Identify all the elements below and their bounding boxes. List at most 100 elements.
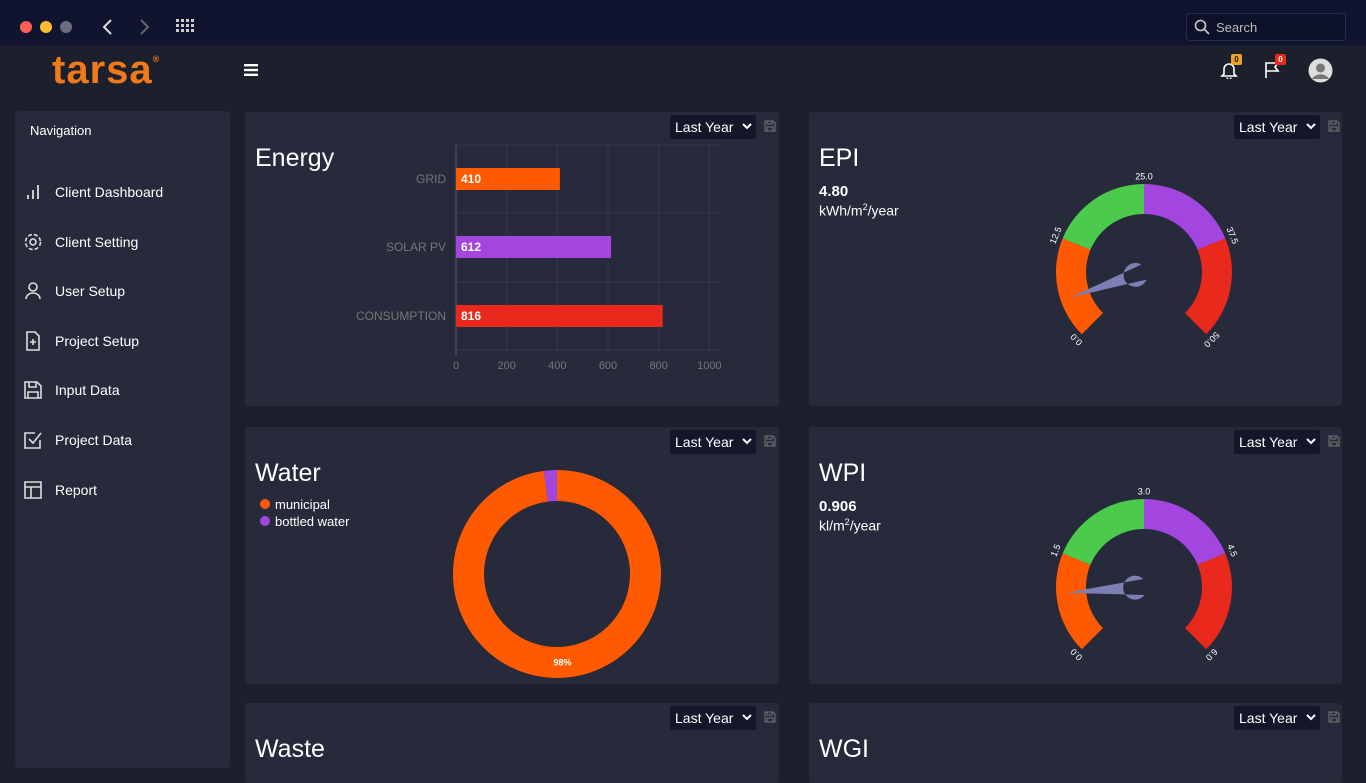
x-tick-label: 400 — [548, 360, 566, 372]
search-box[interactable]: Search — [1186, 13, 1346, 41]
unit-text: kl/m — [819, 517, 845, 534]
save-icon[interactable] — [1328, 435, 1340, 447]
chevron — [742, 714, 752, 721]
nav-item[interactable]: Client Setting — [15, 227, 230, 257]
nav-icon — [24, 233, 42, 251]
gauge-needle — [1066, 575, 1145, 600]
nav-item[interactable]: Project Setup — [15, 326, 230, 356]
chevron — [1306, 714, 1316, 721]
wgi-panel: WGI Last Year — [809, 703, 1342, 783]
apps-grid[interactable] — [176, 19, 194, 35]
save-shape — [764, 435, 776, 447]
kpi-value: 0.906 — [819, 498, 857, 515]
chevron-shape — [742, 714, 752, 721]
nav-item[interactable]: User Setup — [15, 276, 230, 306]
nav-icon — [27, 185, 39, 199]
period-dropdown[interactable]: Last Year — [1234, 430, 1320, 454]
panel-title: WGI — [819, 735, 869, 763]
chevron — [1306, 123, 1316, 130]
save-icon[interactable] — [764, 120, 776, 132]
period-label: Last Year — [1239, 434, 1298, 450]
search-placeholder: Search — [1216, 20, 1258, 35]
nav-label: Report — [55, 482, 98, 498]
period-dropdown[interactable]: Last Year — [1234, 706, 1320, 730]
x-tick-label: 200 — [497, 360, 515, 372]
period-dropdown[interactable]: Last Year — [670, 430, 756, 454]
donut-slice — [453, 470, 661, 678]
panel-title: Water — [255, 459, 321, 487]
chart: 0 200 400 600 800 1000 GRID 410 SOLAR PV 612 CONSU… — [356, 144, 722, 372]
kpi-unit: kWh/m2/year — [819, 202, 899, 219]
bar-label: 816 — [461, 309, 481, 323]
x-tick-label: 800 — [649, 360, 667, 372]
browser-bar: Search — [0, 0, 1366, 45]
nav-item[interactable]: Project Data — [15, 425, 230, 455]
save-icon[interactable] — [1328, 711, 1340, 723]
chevron — [742, 438, 752, 445]
save-icon[interactable] — [764, 711, 776, 723]
legend-marker — [260, 516, 270, 526]
bar-label: 612 — [461, 240, 481, 254]
sidebar: Navigation Client Dashboard Client Setti… — [15, 111, 230, 768]
flag-icon[interactable] — [1263, 61, 1281, 79]
nav-icon — [26, 331, 40, 351]
chevron-shape — [1306, 123, 1316, 130]
legend-marker — [260, 499, 270, 509]
gauge-band — [1062, 499, 1144, 565]
chart: 98% municipal bottled water — [260, 470, 661, 678]
period-dropdown[interactable]: Last Year — [670, 706, 756, 730]
menu-toggle[interactable] — [244, 63, 258, 77]
save-icon[interactable] — [1328, 120, 1340, 132]
bar — [456, 168, 560, 190]
period-dropdown[interactable]: Last Year — [670, 115, 756, 139]
nav-item[interactable]: Report — [15, 475, 230, 505]
donut-slice — [543, 470, 557, 502]
nav-icon — [25, 282, 41, 300]
app-header — [0, 45, 1366, 100]
gauge-needle — [1070, 262, 1147, 298]
wpi-panel: WPI Last Year 0.0 1.5 3.0 4.5 6.0 0.906 kl/m2/ye… — [809, 427, 1342, 684]
nav-arrows[interactable] — [100, 17, 160, 37]
logo-text: tarsa — [52, 48, 153, 92]
kpi-unit: kl/m2/year — [819, 517, 881, 534]
gauge-band — [1062, 184, 1144, 250]
save-shape — [764, 120, 776, 132]
legend-label: bottled water — [275, 514, 350, 529]
chevron-shape — [742, 438, 752, 445]
nav-label: Input Data — [55, 382, 120, 398]
nav-label: User Setup — [55, 283, 126, 299]
nav-icon — [24, 381, 42, 399]
nav-label: Client Setting — [55, 234, 139, 250]
unit-exponent: 2 — [844, 517, 850, 527]
gauge-band — [1185, 238, 1232, 335]
nav-title: Navigation — [30, 123, 92, 138]
bar — [456, 305, 663, 327]
user-avatar[interactable] — [1308, 58, 1333, 83]
x-tick-label: 1000 — [697, 360, 721, 372]
gauge-band — [1144, 184, 1226, 250]
legend-label: municipal — [275, 497, 330, 512]
period-label: Last Year — [675, 710, 734, 726]
nav-label: Project Setup — [55, 333, 140, 349]
y-tick-label: CONSUMPTION — [356, 309, 446, 323]
nav-item[interactable]: Client Dashboard — [15, 177, 230, 207]
period-label: Last Year — [675, 119, 734, 135]
zoom-button[interactable] — [60, 21, 72, 33]
kpi-value: 4.80 — [819, 183, 849, 200]
nav-label: Project Data — [55, 432, 133, 448]
bar — [456, 236, 612, 258]
water-panel: Water Last Year 98% municipal bottled water — [245, 427, 779, 684]
slice-label: 98% — [554, 657, 572, 667]
logo[interactable]: tarsa® — [52, 48, 160, 93]
energy-panel: Energy Last Year 0 200 400 600 800 1000 GRID 410 S… — [245, 112, 779, 406]
y-tick-label: SOLAR PV — [386, 240, 446, 254]
search-icon — [1194, 19, 1210, 35]
close-button[interactable] — [20, 21, 32, 33]
gauge-band — [1056, 553, 1103, 650]
nav-item[interactable]: Input Data — [15, 375, 230, 405]
minimize-button[interactable] — [40, 21, 52, 33]
panel-title: EPI — [819, 144, 860, 172]
save-icon[interactable] — [764, 435, 776, 447]
period-dropdown[interactable]: Last Year — [1234, 115, 1320, 139]
gauge-tick-label: 1.5 — [1049, 543, 1063, 558]
